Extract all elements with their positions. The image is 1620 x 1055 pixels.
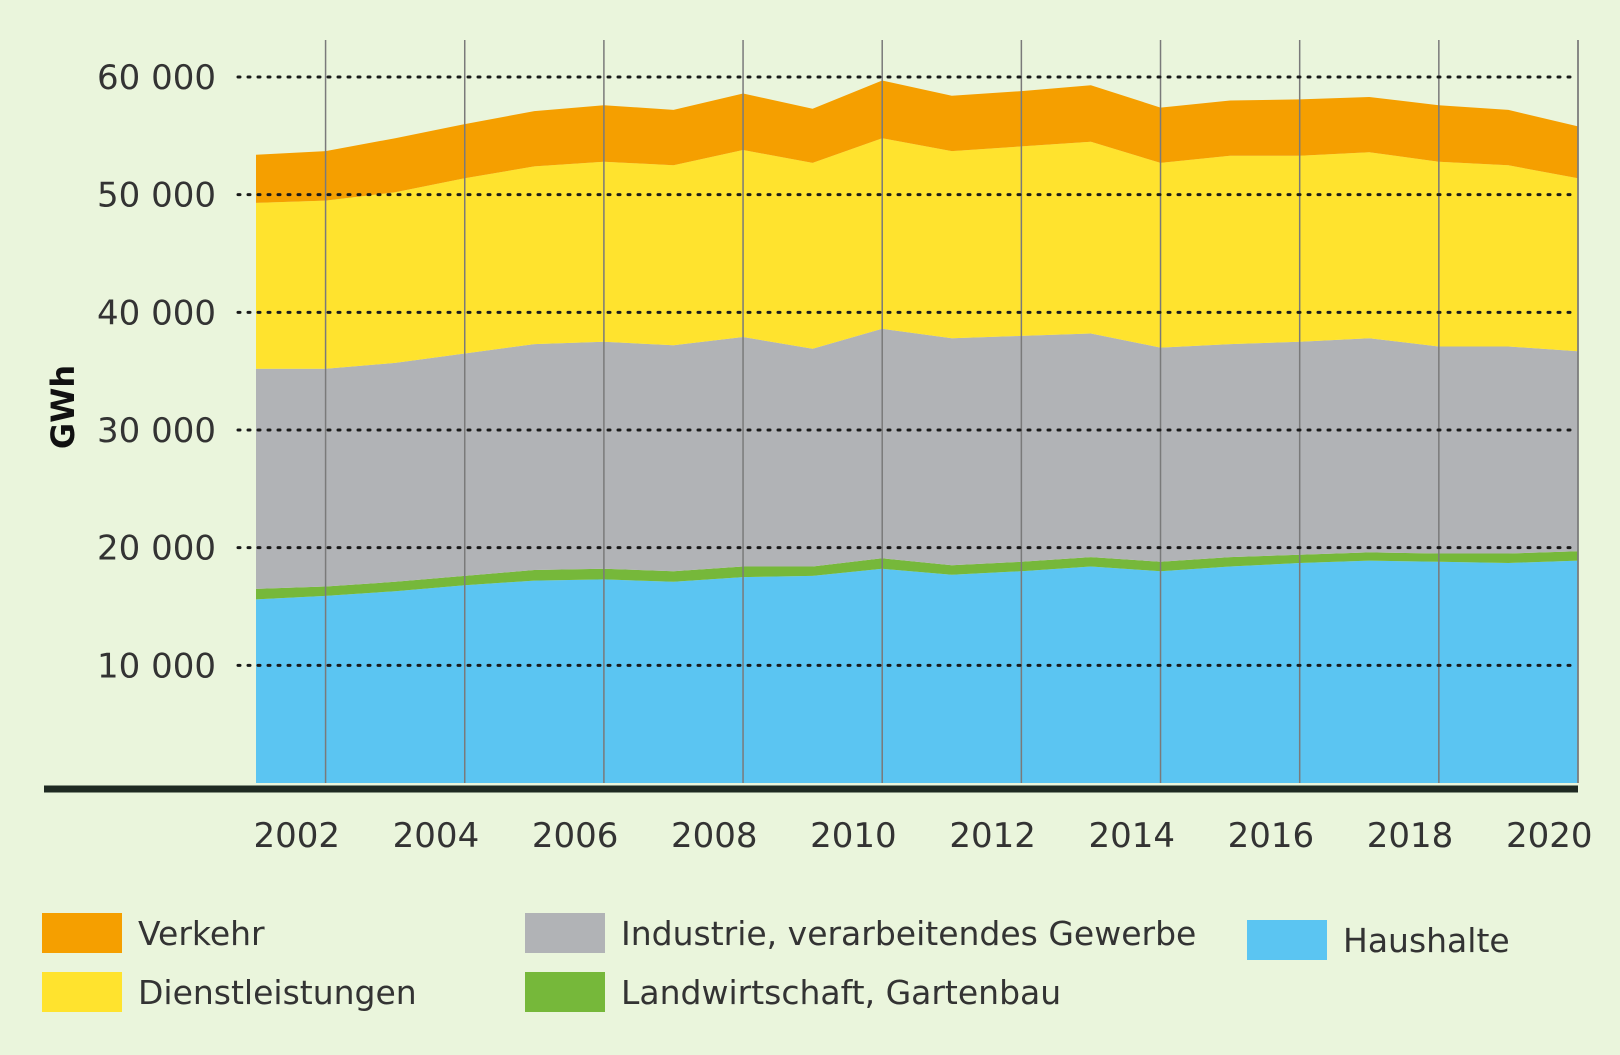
legend-item-dienstleistungen: Dienstleistungen — [42, 972, 417, 1012]
legend-label-haushalte: Haushalte — [1343, 920, 1510, 960]
legend-item-haushalte: Haushalte — [1247, 920, 1510, 960]
y-tick-label: 30 000 — [97, 411, 216, 451]
legend-label-verkehr: Verkehr — [138, 913, 265, 953]
legend-label-dienstleistungen: Dienstleistungen — [138, 972, 417, 1012]
x-tick-label: 2018 — [1367, 816, 1454, 856]
x-tick-label: 2006 — [532, 816, 619, 856]
x-tick-label: 2010 — [810, 816, 897, 856]
y-tick-label: 40 000 — [97, 293, 216, 333]
area-series-landwirtschaft-gartenbau — [256, 551, 1578, 600]
legend-swatch-verkehr — [42, 913, 122, 953]
x-axis-tick-labels: 2002 2004 2006 2008 2010 2012 2014 2016 2018 2020 — [254, 816, 1593, 856]
x-tick-label: 2008 — [671, 816, 758, 856]
horizontal-gridlines — [236, 75, 1580, 667]
legend-swatch-haushalte — [1247, 920, 1327, 960]
y-tick-label: 60 000 — [97, 58, 216, 98]
y-axis-label: GWh — [44, 365, 82, 449]
legend-swatch-dienstleistungen — [42, 972, 122, 1012]
x-tick-label: 2014 — [1088, 816, 1175, 856]
legend-swatch-industrie — [525, 913, 605, 953]
legend-item-verkehr: Verkehr — [42, 913, 265, 953]
y-axis-tick-labels: 10 000 20 000 30 000 40 000 50 000 60 000 — [97, 58, 216, 686]
x-tick-label: 2020 — [1506, 816, 1593, 856]
legend-label-industrie: Industrie, verarbeitendes Gewerbe — [621, 913, 1197, 953]
area-series-verkehr — [256, 80, 1578, 203]
x-tick-label: 2002 — [254, 816, 341, 856]
legend-item-industrie: Industrie, verarbeitendes Gewerbe — [525, 913, 1196, 953]
legend-swatch-landwirtschaft — [525, 972, 605, 1012]
vertical-gridlines — [324, 40, 1579, 783]
legend-item-landwirtschaft: Landwirtschaft, Gartenbau — [525, 972, 1061, 1012]
x-tick-label: 2016 — [1228, 816, 1315, 856]
x-tick-label: 2012 — [949, 816, 1036, 856]
area-layer — [256, 80, 1578, 783]
area-series-industrie-verarbeitendes-gewerbe — [256, 328, 1578, 589]
y-tick-label: 20 000 — [97, 529, 216, 569]
y-tick-label: 10 000 — [97, 646, 216, 686]
legend-label-landwirtschaft: Landwirtschaft, Gartenbau — [621, 972, 1062, 1012]
y-tick-label: 50 000 — [97, 176, 216, 216]
area-series-haushalte — [256, 560, 1578, 783]
x-tick-label: 2004 — [393, 816, 480, 856]
